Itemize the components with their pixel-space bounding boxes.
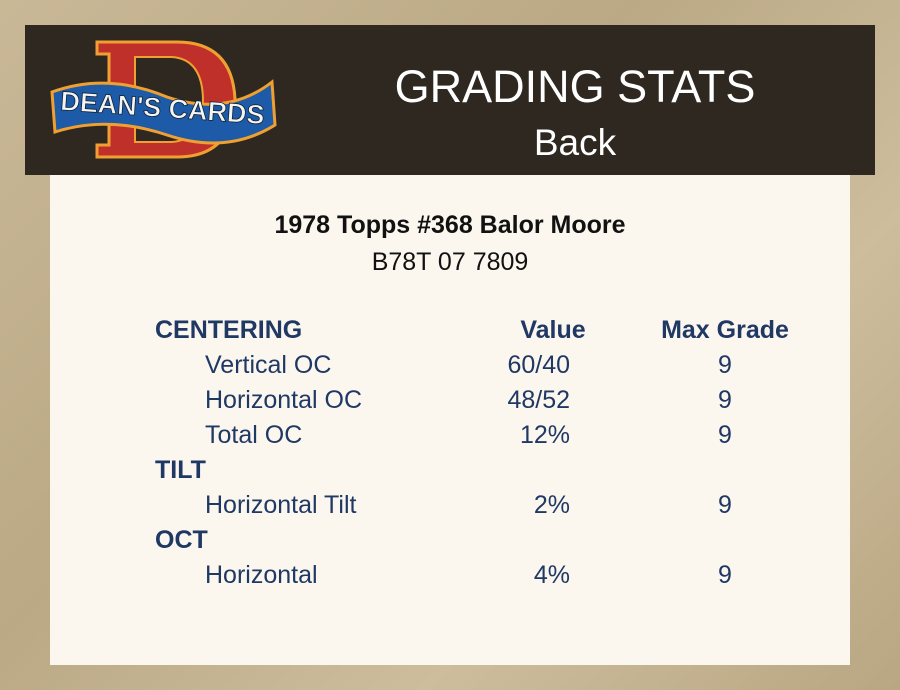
- row-label: Total OC: [205, 421, 303, 449]
- section-header-tilt: TILT: [50, 456, 850, 491]
- row-value: 4%: [533, 561, 570, 589]
- table-row: Horizontal 4% 9: [50, 561, 850, 596]
- row-value: 2%: [533, 491, 570, 519]
- column-header-max-grade: Max Grade: [661, 316, 789, 344]
- table-row: Horizontal Tilt 2% 9: [50, 491, 850, 526]
- row-max-grade: 9: [718, 351, 732, 379]
- row-label: Horizontal OC: [205, 386, 362, 414]
- table-row: Vertical OC 60/40 9: [50, 351, 850, 386]
- row-label: Horizontal Tilt: [205, 491, 357, 519]
- row-value: 48/52: [507, 386, 570, 414]
- row-label: Vertical OC: [205, 351, 332, 379]
- row-max-grade: 9: [718, 561, 732, 589]
- section-header-centering: CENTERING Value Max Grade: [50, 316, 850, 351]
- page-title: GRADING STATS: [394, 61, 756, 112]
- row-max-grade: 9: [718, 491, 732, 519]
- row-value: 60/40: [507, 351, 570, 379]
- row-label: Horizontal: [205, 561, 318, 589]
- column-header-value: Value: [520, 316, 586, 344]
- stats-panel: 1978 Topps #368 Balor Moore B78T 07 7809…: [50, 175, 850, 665]
- row-max-grade: 9: [718, 386, 732, 414]
- section-header-oct: OCT: [50, 526, 850, 561]
- card-title: 1978 Topps #368 Balor Moore: [274, 211, 626, 239]
- section-name: CENTERING: [155, 316, 303, 344]
- header: DEAN'S CARDS GRADING STATS Back: [25, 25, 875, 175]
- table-row: Total OC 12% 9: [50, 421, 850, 456]
- table-row: Horizontal OC 48/52 9: [50, 386, 850, 421]
- card-id: B78T 07 7809: [371, 248, 529, 276]
- section-name: TILT: [155, 456, 206, 484]
- row-value: 12%: [519, 421, 570, 449]
- deans-cards-logo: DEAN'S CARDS: [50, 40, 277, 159]
- section-name: OCT: [155, 526, 208, 554]
- row-max-grade: 9: [718, 421, 732, 449]
- page-subtitle: Back: [533, 122, 617, 163]
